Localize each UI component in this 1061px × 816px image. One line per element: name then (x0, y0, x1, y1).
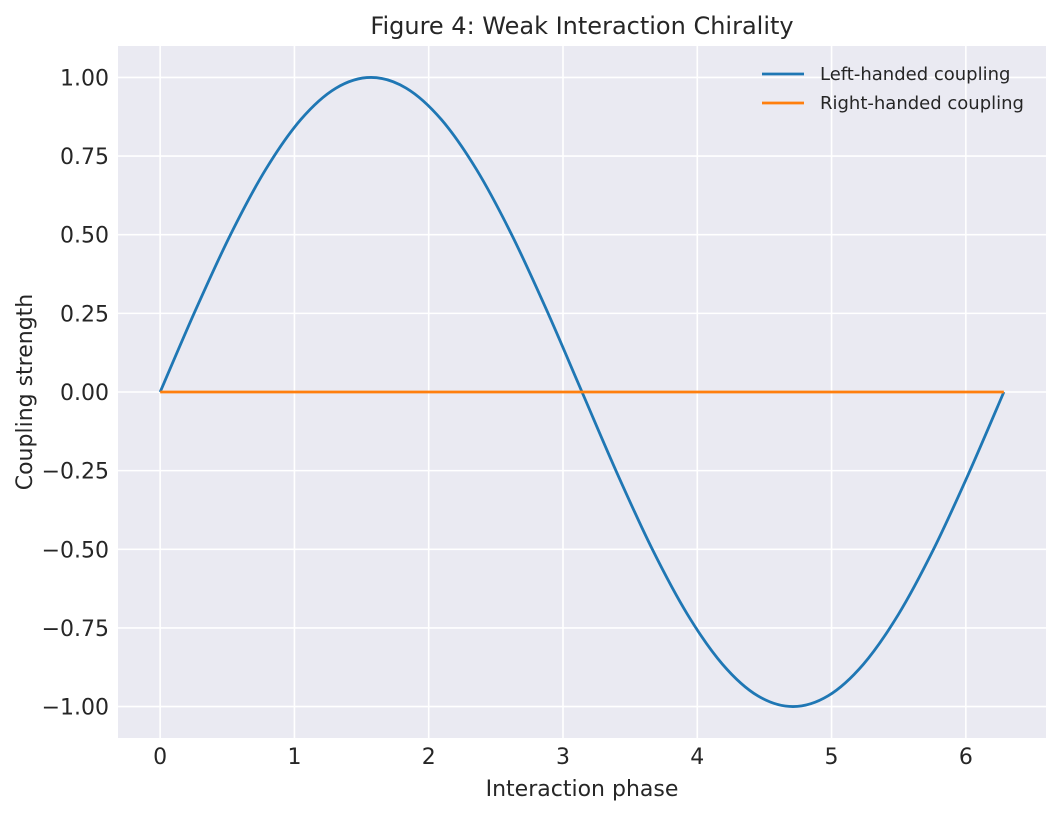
x-tick-label: 1 (287, 745, 301, 770)
y-tick-label: 1.00 (60, 66, 109, 91)
y-tick-label: −1.00 (42, 696, 109, 721)
y-tick-label: 0.25 (60, 302, 109, 327)
x-axis-ticks: 0 1 2 3 4 5 6 (153, 745, 973, 770)
x-tick-label: 5 (825, 745, 839, 770)
y-axis-label: Coupling strength (13, 294, 38, 491)
y-tick-label: 0.75 (60, 145, 109, 170)
x-tick-label: 3 (556, 745, 570, 770)
x-tick-label: 4 (690, 745, 704, 770)
legend-label-0: Left-handed coupling (820, 64, 1010, 85)
y-tick-label: −0.50 (42, 538, 109, 563)
x-tick-label: 2 (422, 745, 436, 770)
x-tick-label: 6 (959, 745, 973, 770)
y-tick-label: −0.75 (42, 617, 109, 642)
y-tick-label: −0.25 (42, 460, 109, 485)
legend: Left-handed coupling Right-handed couplin… (762, 64, 1024, 114)
chart-title: Figure 4: Weak Interaction Chirality (370, 12, 793, 40)
y-tick-label: 0.50 (60, 224, 109, 249)
x-axis-label: Interaction phase (486, 777, 679, 802)
y-axis-ticks: 1.00 0.75 0.50 0.25 0.00 −0.25 −0.50 −0.75 −1.00 (42, 66, 109, 720)
legend-label-1: Right-handed coupling (820, 93, 1024, 114)
series-lines (158, 76, 1006, 708)
y-tick-label: 0.00 (60, 381, 109, 406)
x-tick-label: 0 (153, 745, 167, 770)
